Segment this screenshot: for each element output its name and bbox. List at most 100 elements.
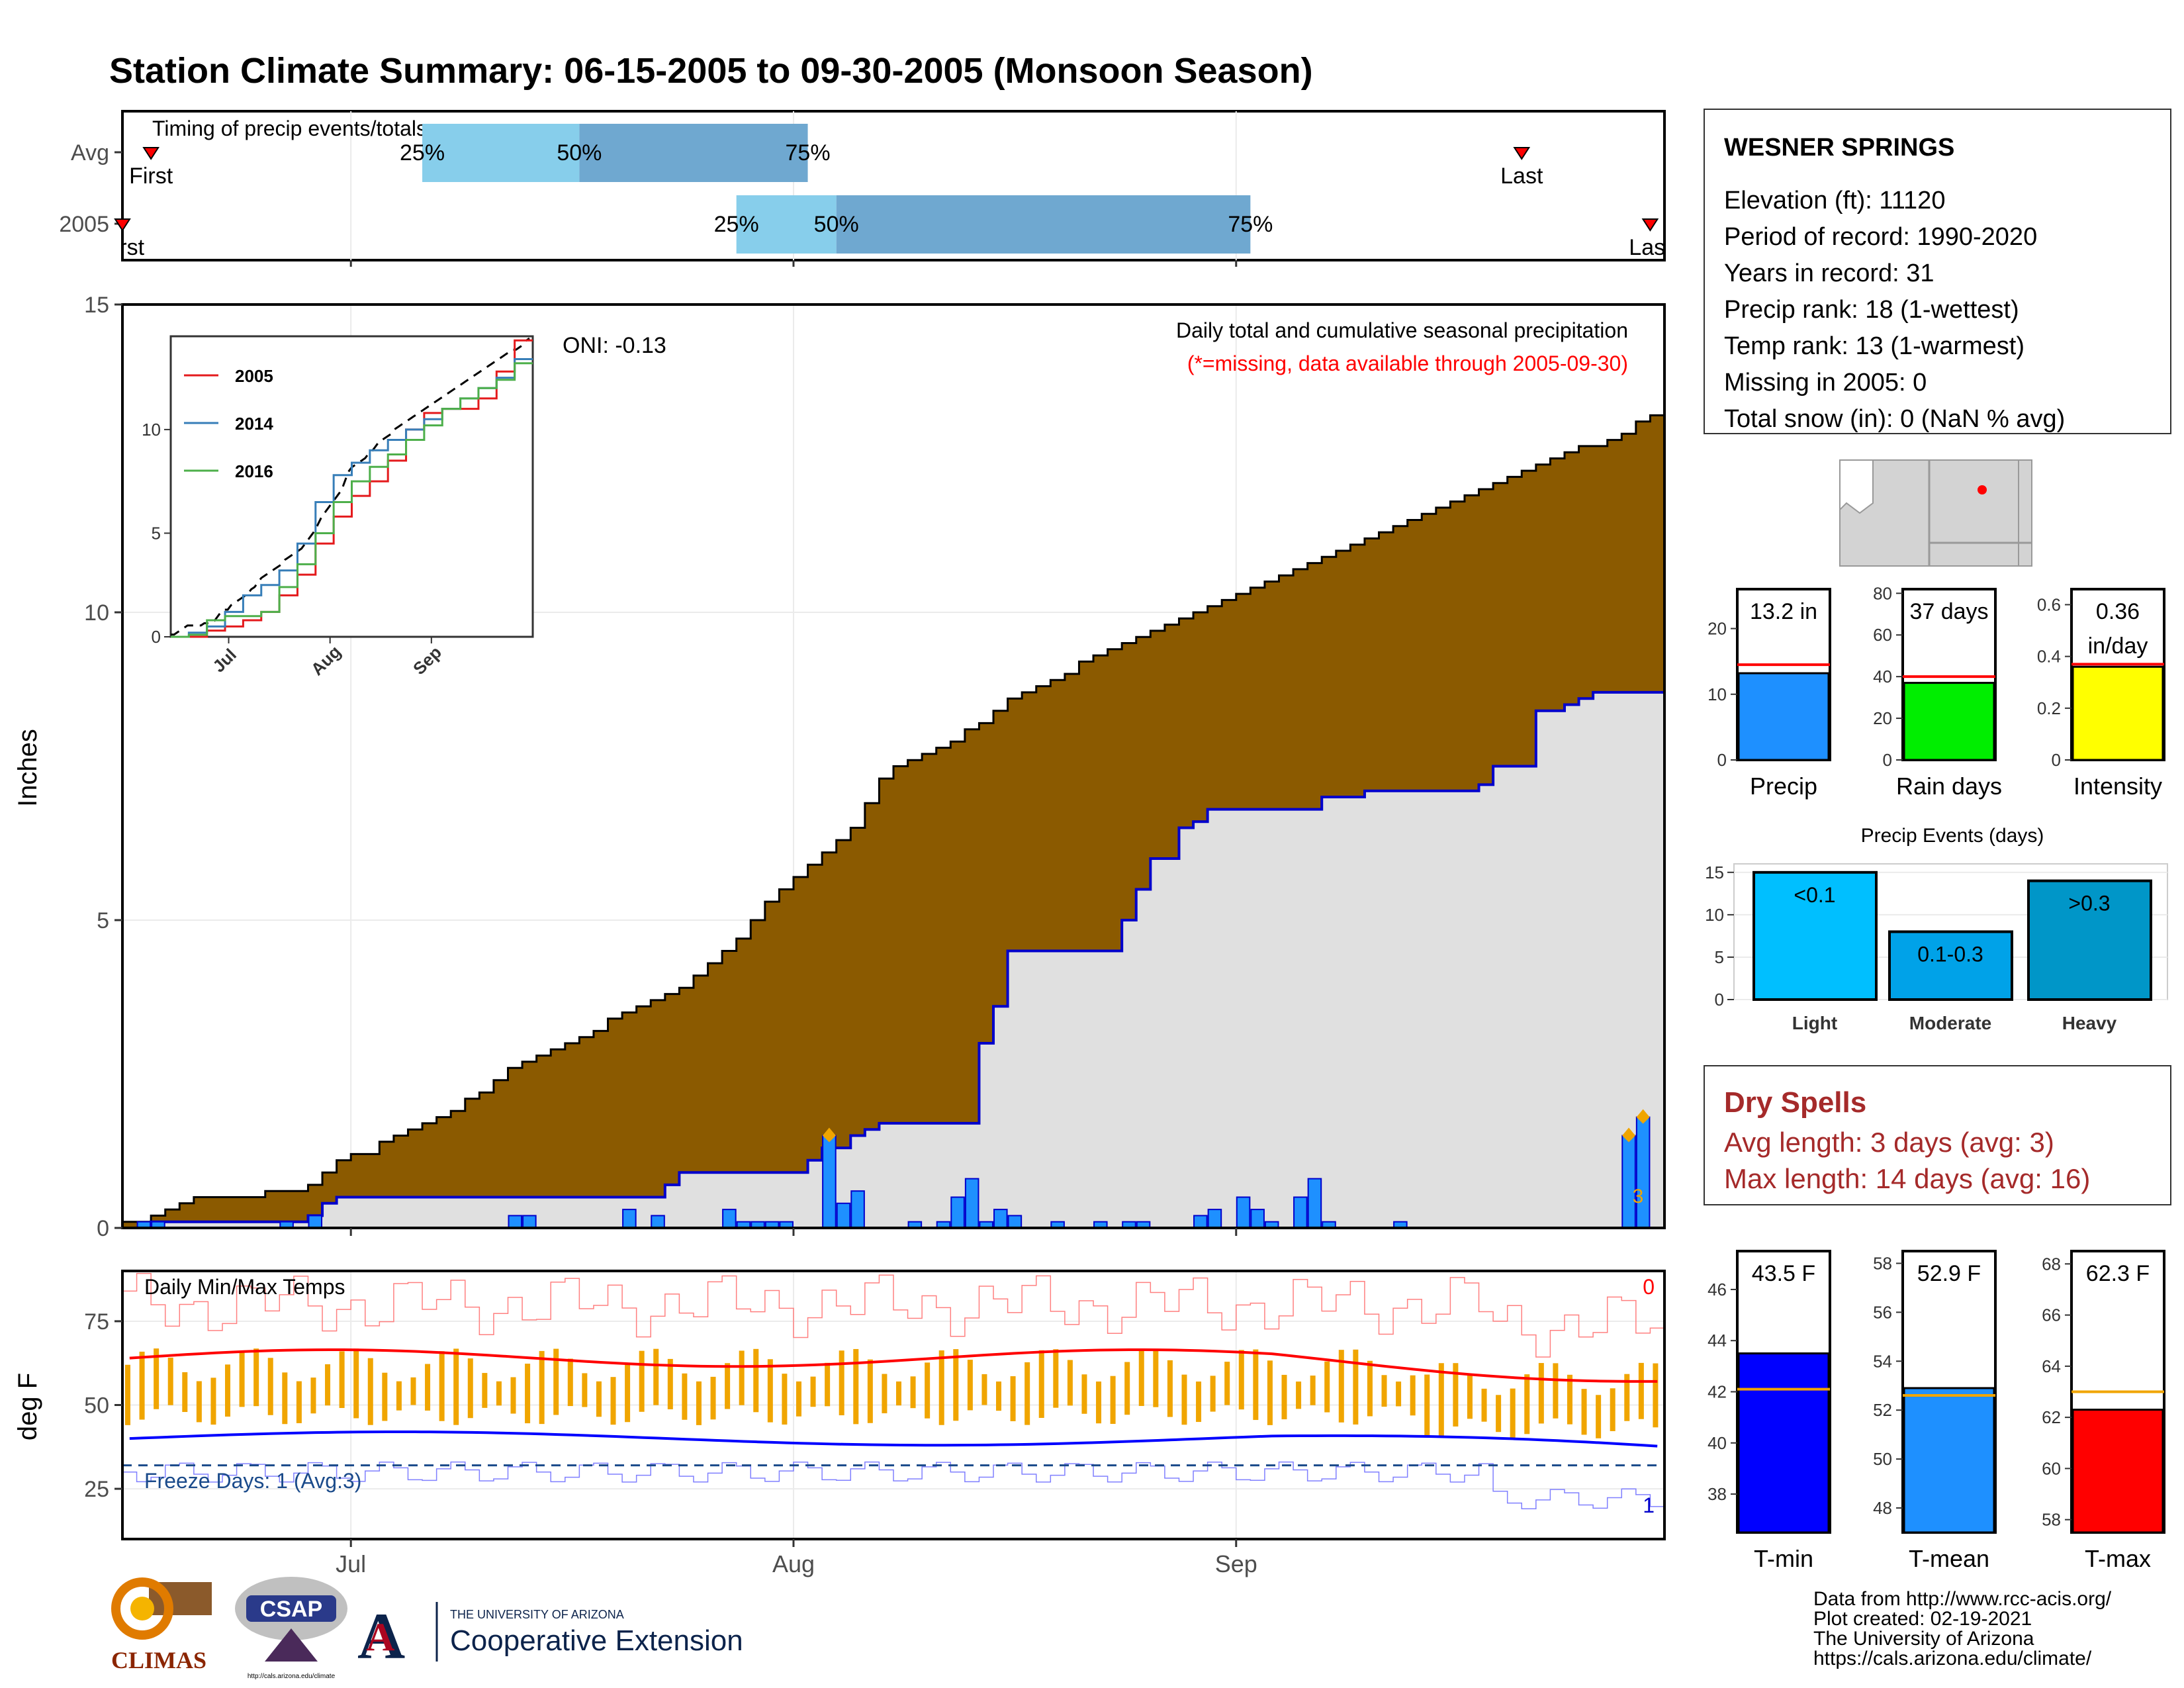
precip-event-bar [2027,879,2152,1001]
temp-ytick-label: 75 [84,1309,109,1335]
inset-series-line [171,339,533,638]
csap-url: http://cals.arizona.edu/climate [248,1673,336,1680]
daily-temp-range-bar [1024,1362,1030,1425]
precip-event-bar [1752,870,1878,1001]
summary-ytick-label: 0 [1717,750,1727,770]
precip-annotation-title: Daily total and cumulative seasonal prec… [1176,318,1628,342]
daily-temp-range-bar [467,1358,473,1419]
last-event-marker [1641,218,1659,232]
daily-precip-bar [622,1209,637,1229]
cumulative-2005-line [122,690,1664,1229]
daily-temp-range-bar [539,1350,545,1425]
avg-min-temp-line [129,1430,1658,1448]
daily-precip-bar [993,1209,1008,1229]
daily-temp-range-bar [525,1364,531,1424]
station-temp-rank: Temp rank: 13 (1-warmest) [1724,332,2025,360]
extreme-precip-marker [822,1127,836,1143]
daily-temp-range-bar [1338,1350,1344,1423]
daily-temp-range-bar [1510,1388,1516,1439]
daily-temp-range-bar [1538,1363,1544,1424]
daily-temp-range-bar [896,1381,901,1406]
timing-p75-label: 75% [786,140,831,165]
summary-bars: 0 10 20 13.2 in Precip 0 20 40 60 80 37 days Rain d… [1707,583,2165,800]
summary-ytick-label: 60 [2042,1458,2061,1478]
timing-p25-label: 25% [400,140,445,165]
daily-temp-range-bar [1553,1363,1559,1419]
daily-temp-range-bar [1124,1362,1130,1415]
daily-temp-range-bar [1296,1382,1302,1409]
precip-event-bar [1888,930,2013,1001]
summary-ytick-label: 38 [1707,1484,1727,1504]
daily-temp-range-bar [753,1348,759,1413]
daily-precip-bar [822,1135,837,1229]
daily-temp-range-bar [725,1363,731,1409]
daily-temp-range-bar [882,1374,887,1413]
summary-value-label: 37 days [1909,599,1988,624]
daily-temp-range-bar [967,1360,973,1411]
station-precip-rank: Precip rank: 18 (1-wettest) [1724,296,2019,324]
daily-temp-range-bar [1324,1361,1330,1413]
station-missing: Missing in 2005: 0 [1724,369,1927,397]
events-ytick-label: 5 [1715,947,1724,967]
temp-xtick-label: Jul [336,1550,366,1577]
precip-event-bar-label: 0.1-0.3 [1917,943,1983,966]
inset-legend-label: 2014 [235,414,273,434]
last-event-marker [1513,147,1531,160]
summary-ytick-label: 44 [1707,1331,1727,1350]
daily-temp-range-bar [482,1373,488,1408]
station-years: Years in record: 31 [1724,259,1934,287]
events-ytick-label: 10 [1705,905,1724,925]
hot-days-count: 0 [1643,1275,1655,1299]
footer-data-source: Data from http://www.rcc-acis.org/ [1813,1588,2112,1610]
daily-precip-bar [1193,1215,1208,1229]
daily-precip-bar [522,1215,537,1229]
dry-spells-title: Dry Spells [1724,1086,1866,1119]
summary-ytick-label: 80 [1873,583,1892,603]
daily-temp-range-bar [1424,1374,1430,1438]
daily-temp-range-bar [1596,1395,1602,1438]
daily-temp-range-bar [267,1358,273,1415]
summary-ytick-label: 64 [2042,1356,2061,1376]
daily-temp-range-bar [1224,1362,1230,1405]
timing-bar-25-50 [736,195,837,254]
record-high-line [122,1273,1664,1358]
daily-temp-range-bar [625,1363,631,1423]
daily-temp-range-bar [1010,1376,1016,1421]
daily-precip-bar [950,1196,965,1229]
missing-count-label: 3 [1633,1186,1644,1207]
daily-temp-range-bar [396,1381,402,1411]
daily-temp-range-bar [425,1364,431,1411]
summary-ytick-label: 68 [2042,1254,2061,1274]
oni-label: ONI: -0.13 [563,333,666,358]
precip-ytick-label: 5 [97,908,109,933]
daily-temp-range-bar [867,1359,873,1423]
summary-ytick-label: 66 [2042,1305,2061,1325]
daily-temp-range-bar [710,1376,716,1420]
daily-temp-range-bar [1410,1375,1416,1416]
inset-legend-label: 2016 [235,461,273,481]
daily-temp-range-bar [1053,1349,1059,1408]
page-title: Station Climate Summary: 06-15-2005 to 0… [109,51,1313,91]
daily-temp-range-bar [810,1376,816,1407]
daily-temp-range-bar [453,1348,459,1425]
daily-temp-range-bar [1253,1349,1259,1421]
climas-logo: CLIMAS [111,1577,212,1673]
daily-temp-range-bar [981,1374,987,1405]
daily-temp-range-bar [439,1351,445,1421]
inset-series-line [171,362,533,638]
timing-p25-label: 25% [714,212,759,237]
daily-temp-range-bar [582,1373,588,1407]
inset-ytick-label: 10 [142,420,161,440]
daily-temp-range-bar [353,1348,359,1419]
daily-precip-bar [1293,1196,1308,1229]
temperature-bars: 38 40 42 44 46 43.5 F T-min 48 50 52 54 56 58 52.9 F T… [1707,1250,2165,1572]
daily-precip-bar [1621,1135,1636,1229]
summary-value-bar [1737,1352,1830,1534]
daily-temp-range-bar [410,1377,416,1405]
daily-temp-range-bar [282,1372,288,1425]
summary-ytick-label: 58 [2042,1510,2061,1530]
daily-temp-range-bar [782,1374,788,1425]
timing-p50-label: 50% [814,212,859,237]
temp-panel-title: Daily Min/Max Temps [144,1275,345,1299]
